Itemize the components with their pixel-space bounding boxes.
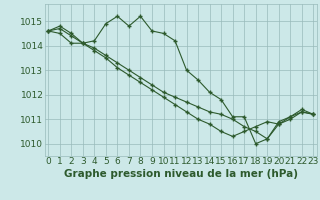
X-axis label: Graphe pression niveau de la mer (hPa): Graphe pression niveau de la mer (hPa) (64, 169, 298, 179)
